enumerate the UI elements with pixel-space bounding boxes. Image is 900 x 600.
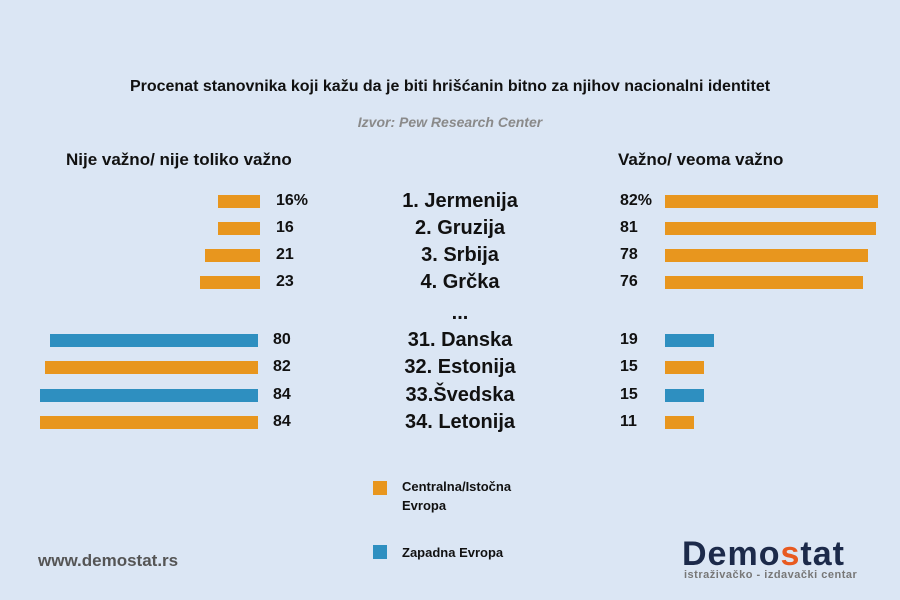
demostat-logo: Demostat [682,535,845,574]
value-important: 76 [620,273,638,290]
legend-label-western: Zapadna Evropa [402,545,504,560]
country-label: 2. Gruzija [414,217,506,239]
bar-not-important [50,334,258,347]
bar-not-important [205,249,260,262]
value-not-important: 23 [276,273,294,290]
value-not-important: 82 [273,358,291,375]
chart-source: Izvor: Pew Research Center [357,114,543,130]
logo-subtitle: istraživačko - izdavački centar [684,569,858,581]
legend-label-central-eastern: Centralna/Istočna Evropa [402,479,512,513]
website-url[interactable]: www.demostat.rs [38,551,179,570]
value-not-important: 84 [273,386,291,403]
legend-swatch-central-eastern [373,481,387,495]
value-important: 15 [620,386,638,403]
country-label: 32. Estonija [404,356,516,378]
bar-important [665,276,863,289]
value-important: 19 [620,331,638,348]
bar-not-important [200,276,260,289]
bar-important [665,195,879,208]
value-not-important: 84 [273,413,291,430]
bar-important [665,389,704,402]
left-column-header: Nije važno/ nije toliko važno [66,150,292,169]
logo-text-end: tat [800,535,845,573]
bar-important [665,249,868,262]
value-important: 82% [620,192,653,209]
legend-swatch-western [373,545,387,559]
country-label: 31. Danska [407,329,513,351]
country-label: 1. Jermenija [402,190,518,212]
country-label: 33.Švedska [405,384,515,406]
bar-not-important [39,416,258,429]
logo-text: Demo [682,535,781,573]
country-label: 3. Srbija [421,244,499,266]
bar-important [665,334,715,347]
right-column-header: Važno/ veoma važno [618,150,784,169]
value-important: 15 [620,358,638,375]
value-not-important: 80 [273,331,291,348]
value-not-important: 16 [276,219,294,236]
ellipsis: ... [451,302,469,324]
value-important: 11 [620,413,637,430]
bar-not-important [44,361,258,374]
bar-important [665,222,876,235]
value-not-important: 21 [276,246,294,263]
country-label: 34. Letonija [404,411,516,433]
bar-not-important [218,195,260,208]
country-label: 4. Grčka [420,271,500,293]
value-important: 78 [620,246,638,263]
logo-text-accent: s [780,535,801,573]
bar-not-important [39,389,258,402]
value-not-important: 16% [276,192,309,209]
bar-important [665,416,694,429]
bar-not-important [218,222,260,235]
value-important: 81 [620,219,638,236]
chart-title: Procenat stanovnika koji kažu da je biti… [129,78,771,95]
bar-important [665,361,704,374]
